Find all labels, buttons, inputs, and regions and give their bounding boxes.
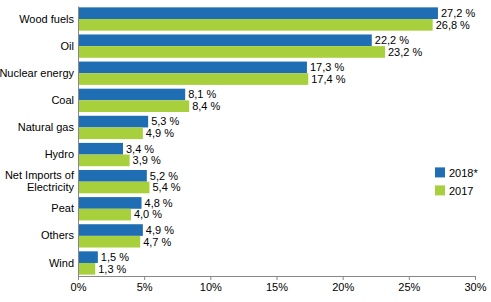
data-label: 4,9 % (146, 127, 174, 139)
tick-label: Others (41, 229, 75, 241)
tick-label: Hydro (45, 148, 74, 160)
bar (78, 182, 149, 194)
data-label: 1,3 % (98, 263, 126, 275)
data-label: 8,1 % (188, 88, 216, 100)
bar (78, 62, 307, 74)
plot: 27,2 % 22,2 % 17,3 % 8,1 % 5,3 % 3,4 % 5,2 % 4,… (0, 7, 487, 293)
bar (78, 209, 131, 221)
bar (78, 224, 143, 236)
bar (78, 46, 385, 58)
tick: 0% (71, 276, 87, 293)
data-label: 4,8 % (145, 197, 173, 209)
tick-label: Wood fuels (19, 13, 74, 25)
data-label: 26,8 % (436, 19, 470, 31)
tick-label: Nuclear energy (0, 67, 75, 79)
tick: 30% (464, 276, 486, 293)
legend-item: 2018* (435, 167, 478, 179)
tick: Peat (51, 202, 78, 214)
bar (78, 34, 372, 46)
data-label: 17,3 % (310, 61, 344, 73)
bar (78, 89, 185, 101)
legend-label: 2017 (449, 185, 473, 197)
tick: 15% (266, 276, 288, 293)
bar (78, 73, 308, 85)
data-label: 17,4 % (311, 73, 345, 85)
tick: 25% (398, 276, 420, 293)
tick-label: 0% (71, 281, 87, 293)
tick-label: Wind (49, 257, 74, 269)
data-label: 23,2 % (388, 46, 422, 58)
tick-label: 15% (266, 281, 288, 293)
bar (78, 251, 98, 263)
tick-label: 5% (137, 281, 153, 293)
data-label: 1,5 % (101, 251, 129, 263)
tick-mark (210, 276, 211, 280)
tick: Net Imports ofElectricity (5, 169, 78, 193)
tick-label: Natural gas (18, 121, 75, 133)
tick-label: Net Imports ofElectricity (5, 169, 75, 193)
data-labels: 27,2 % 22,2 % 17,3 % 8,1 % 5,3 % 3,4 % 5,2 % 4,… (98, 7, 475, 275)
data-label: 3,9 % (133, 154, 161, 166)
tick-label: Coal (51, 94, 74, 106)
data-label: 4,7 % (143, 236, 171, 248)
x-axis: 0% 5% 10% 15% 20% 25% 30% (71, 276, 487, 293)
data-label: 5,4 % (152, 181, 180, 193)
tick: 5% (137, 276, 153, 293)
bar (78, 127, 143, 139)
tick: Nuclear energy (0, 67, 78, 79)
data-label: 27,2 % (441, 7, 475, 19)
legend-swatch (435, 185, 445, 195)
tick: Wind (49, 257, 78, 269)
data-label: 4,0 % (134, 208, 162, 220)
bar (78, 7, 438, 19)
bar (78, 197, 142, 209)
bar (78, 263, 95, 275)
tick: Natural gas (18, 121, 78, 133)
chart: 27,2 % 22,2 % 17,3 % 8,1 % 5,3 % 3,4 % 5,2 % 4,… (0, 0, 491, 302)
tick-label: 25% (398, 281, 420, 293)
data-label: 4,9 % (146, 224, 174, 236)
bar (78, 116, 148, 128)
axis-line (78, 7, 79, 277)
bar (78, 155, 130, 167)
tick: Others (41, 229, 78, 241)
tick: Oil (61, 40, 78, 52)
tick-mark (475, 276, 476, 280)
tick-mark (409, 276, 410, 280)
tick-label: Oil (61, 40, 74, 52)
bar (78, 170, 147, 182)
tick-label: 10% (200, 281, 222, 293)
legend-item: 2017 (435, 185, 473, 197)
data-label: 5,3 % (151, 115, 179, 127)
y-axis: Wood fuels Oil Nuclear energy Coal Natural g… (0, 7, 79, 277)
tick: Hydro (45, 148, 78, 160)
tick-mark (277, 276, 278, 280)
tick-label: 20% (332, 281, 354, 293)
bar (78, 19, 433, 31)
data-label: 8,4 % (192, 100, 220, 112)
tick: Coal (51, 94, 78, 106)
data-label: 5,2 % (150, 170, 178, 182)
bars (78, 7, 438, 274)
tick-mark (78, 276, 79, 280)
bar (78, 236, 140, 248)
tick: 10% (200, 276, 222, 293)
tick-mark (144, 276, 145, 280)
axis-line (79, 277, 476, 281)
legend-swatch (435, 167, 445, 177)
tick-label: Peat (51, 202, 74, 214)
bar (78, 143, 123, 155)
data-label: 22,2 % (375, 34, 409, 46)
legend-label: 2018* (449, 167, 478, 179)
tick-label: 30% (464, 281, 486, 293)
tick-mark (343, 276, 344, 280)
tick: Wood fuels (19, 13, 78, 25)
legend: 2018* 2017 (435, 167, 478, 197)
bar (78, 100, 189, 112)
tick: 20% (332, 276, 354, 293)
data-label: 3,4 % (126, 143, 154, 155)
